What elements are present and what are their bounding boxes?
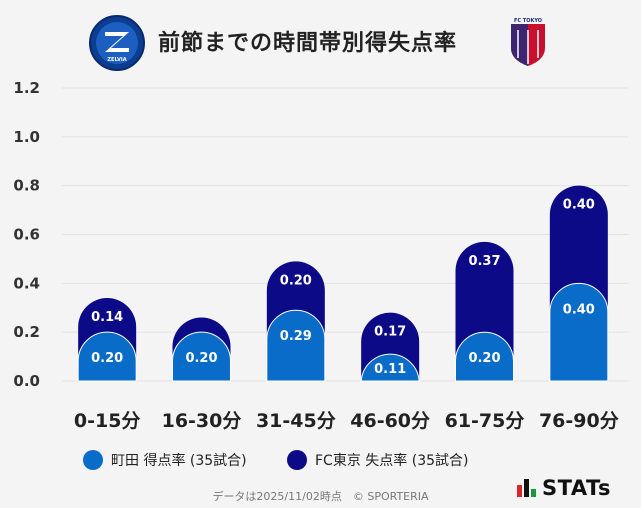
x-tick-label: 46-60分 — [350, 410, 430, 432]
legend-item-away: FC東京 失点率 (35試合) — [287, 450, 468, 470]
y-tick-label: 0.6 — [13, 226, 40, 244]
home-value-label: 0.20 — [468, 351, 500, 366]
home-bar — [266, 309, 326, 382]
y-tick-label: 0.0 — [13, 372, 40, 390]
home-value-label: 0.11 — [374, 362, 406, 377]
chart-header: ZELVIA 前節までの時間帯別得失点率 FC TOKYO — [0, 0, 641, 80]
away-value-label: 0.20 — [280, 273, 312, 288]
stats-logo-icon — [517, 479, 536, 497]
y-tick-label: 1.0 — [13, 128, 40, 146]
home-bar — [77, 331, 137, 382]
home-value-label: 0.20 — [185, 351, 217, 366]
fc-tokyo-logo-icon: FC TOKYO — [511, 18, 545, 66]
home-value-label: 0.29 — [280, 329, 312, 344]
y-tick-label: 0.8 — [13, 177, 40, 195]
x-tick-label: 61-75分 — [445, 410, 525, 432]
fc-tokyo-logo-text: FC TOKYO — [514, 18, 542, 24]
away-value-label: 0.37 — [468, 254, 500, 269]
x-tick-label: 16-30分 — [162, 410, 242, 432]
legend-away-dot-icon — [287, 450, 307, 470]
home-bar — [549, 282, 609, 382]
legend-home-label: 町田 得点率 (35試合) — [111, 453, 247, 469]
page-title: 前節までの時間帯別得失点率 — [158, 31, 458, 56]
home-bar — [455, 331, 514, 382]
home-value-label: 0.40 — [563, 302, 595, 317]
y-tick-label: 0.4 — [13, 274, 40, 292]
home-value-label: 0.20 — [91, 351, 123, 366]
time-band-bar-chart: 0.0 0.2 0.4 0.6 0.8 1.0 1.2 0.20 0.14 0-15分 0.20 16… — [13, 79, 628, 432]
away-value-label: 0.40 — [563, 198, 595, 213]
home-bar — [172, 331, 231, 382]
zelvia-logo-text: ZELVIA — [107, 57, 126, 63]
away-value-label: 0.17 — [374, 325, 406, 340]
x-tick-label: 31-45分 — [256, 410, 336, 432]
legend-away-label: FC東京 失点率 (35試合) — [315, 453, 469, 469]
legend-item-home: 町田 得点率 (35試合) — [83, 450, 247, 470]
zelvia-logo-icon: ZELVIA — [89, 15, 145, 71]
home-bar — [360, 353, 420, 384]
data-date-note: データは2025/11/02時点 © SPORTERIA — [212, 490, 429, 503]
y-tick-label: 1.2 — [13, 79, 40, 97]
stats-brand-text: STATs — [542, 476, 611, 500]
away-value-label: 0.14 — [91, 310, 123, 325]
legend-home-dot-icon — [83, 450, 103, 470]
stats-brand: STATs — [517, 476, 611, 500]
x-tick-label: 76-90分 — [539, 410, 619, 432]
x-tick-label: 0-15分 — [74, 410, 141, 432]
y-tick-label: 0.2 — [13, 323, 40, 341]
